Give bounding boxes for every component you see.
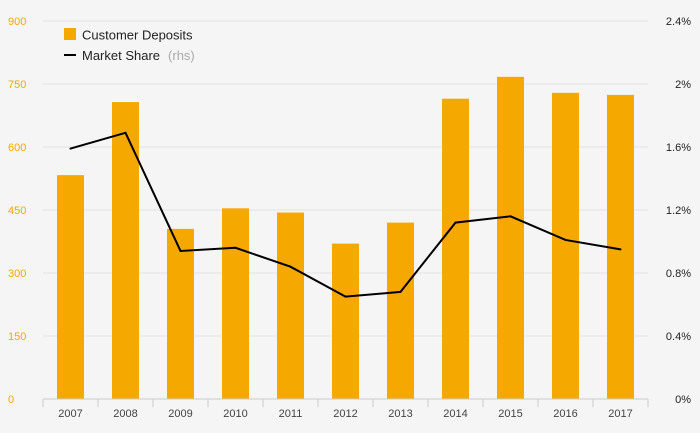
market-share-point [564, 238, 567, 241]
deposit-bar [552, 92, 579, 399]
market-share-point [399, 290, 402, 293]
left-tick-label: 600 [8, 142, 26, 154]
deposit-bar [222, 208, 249, 399]
market-share-point [619, 248, 622, 251]
right-tick-label: 2.4% [666, 16, 691, 28]
right-tick-label: 1.2% [666, 205, 691, 217]
left-tick-label: 450 [8, 205, 26, 217]
right-tick-label: 1.6% [666, 142, 691, 154]
market-share-point [69, 147, 72, 150]
x-tick-label: 2008 [113, 408, 137, 420]
market-share-line [69, 131, 622, 298]
deposit-bar [277, 212, 304, 399]
gridlines [43, 20, 648, 337]
deposit-bar [57, 175, 84, 399]
x-tick-label: 2010 [223, 408, 247, 420]
right-tick-label: 2% [675, 79, 691, 91]
x-tick-label: 2007 [58, 408, 82, 420]
deposit-bar [497, 76, 524, 400]
left-tick-label: 0 [8, 394, 14, 406]
x-tick-label: 2016 [553, 408, 577, 420]
legend: Customer Deposits Market Share (rhs) [64, 28, 195, 64]
svg-text:Market Share (rhs): Market Share (rhs) [82, 47, 195, 64]
deposit-bar [167, 228, 194, 399]
market-share-point [509, 215, 512, 218]
x-tick-label: 2014 [443, 408, 467, 420]
legend-swatch-deposits [64, 28, 76, 40]
x-tick-label: 2017 [608, 408, 632, 420]
x-tick-label: 2012 [333, 408, 357, 420]
market-share-point [124, 131, 127, 134]
x-axis: 2007 2008 2009 2010 2011 2012 2013 2014 2015 2016… [42, 398, 649, 420]
deposit-bar [332, 243, 359, 399]
left-tick-label: 750 [8, 79, 26, 91]
market-share-point [344, 295, 347, 298]
left-tick-label: 300 [8, 268, 26, 280]
deposit-bar [387, 222, 414, 399]
right-tick-label: 0.4% [666, 331, 691, 343]
legend-label-market-share: Market Share [82, 48, 160, 63]
deposit-bar [442, 98, 469, 399]
right-tick-label: 0% [675, 394, 691, 406]
right-tick-label: 0.8% [666, 268, 691, 280]
right-axis: 0% 0.4% 0.8% 1.2% 1.6% 2% 2.4% [666, 16, 691, 406]
market-share-point [454, 221, 457, 224]
market-share-point [179, 249, 182, 252]
left-tick-label: 900 [8, 16, 26, 28]
x-tick-label: 2015 [498, 408, 522, 420]
legend-label-rhs: (rhs) [168, 48, 195, 63]
left-axis: 0 150 300 450 600 750 900 [8, 16, 26, 406]
x-tick-label: 2011 [279, 408, 303, 420]
market-share-point [234, 246, 237, 249]
left-tick-label: 150 [8, 331, 26, 343]
legend-label-deposits: Customer Deposits [82, 28, 193, 43]
market-share-point [289, 265, 292, 268]
x-tick-label: 2013 [388, 408, 412, 420]
deposit-bars [57, 76, 634, 400]
deposit-bar [112, 102, 139, 399]
x-tick-label: 2009 [168, 408, 192, 420]
